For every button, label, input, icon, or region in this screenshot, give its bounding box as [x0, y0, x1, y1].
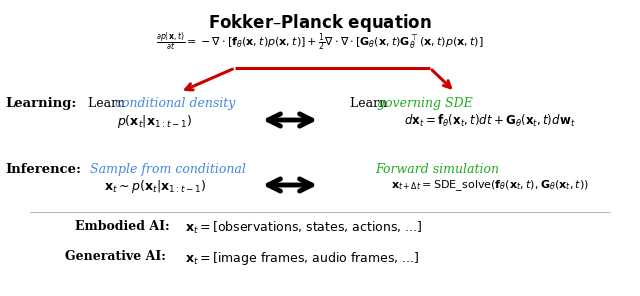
Text: $\frac{\partial p(\mathbf{x},t)}{\partial t}= -\nabla \cdot [\mathbf{f}_\theta(\: $\frac{\partial p(\mathbf{x},t)}{\partia… — [156, 30, 484, 53]
Text: Learn: Learn — [88, 97, 129, 110]
Text: $p(\mathbf{x}_t|\mathbf{x}_{1:t-1})$: $p(\mathbf{x}_t|\mathbf{x}_{1:t-1})$ — [118, 113, 193, 130]
Text: Embodied AI:: Embodied AI: — [75, 220, 170, 233]
Text: $\mathbf{x}_t = [\text{observations, states, actions, ...}]$: $\mathbf{x}_t = [\text{observations, sta… — [185, 220, 422, 236]
Text: $\mathbf{x}_t = [\text{image frames, audio frames, ...}]$: $\mathbf{x}_t = [\text{image frames, aud… — [185, 250, 419, 267]
Text: Forward simulation: Forward simulation — [375, 163, 499, 176]
Text: Learning:: Learning: — [5, 97, 76, 110]
Text: $\bf{Fokker}$–$\bf{Planck\ equation}$: $\bf{Fokker}$–$\bf{Planck\ equation}$ — [208, 12, 432, 34]
Text: $\mathbf{x}_{t+\Delta t} = \mathrm{SDE\_solve}(\mathbf{f}_\theta(\mathbf{x}_t,t): $\mathbf{x}_{t+\Delta t} = \mathrm{SDE\_… — [391, 178, 589, 193]
Text: $d\mathbf{x}_t = \mathbf{f}_\theta(\mathbf{x}_t,t)dt + \mathbf{G}_\theta(\mathbf: $d\mathbf{x}_t = \mathbf{f}_\theta(\math… — [404, 113, 576, 129]
Text: Learn: Learn — [350, 97, 391, 110]
Text: Generative AI:: Generative AI: — [65, 250, 166, 263]
Text: $\mathbf{x}_t \sim p(\mathbf{x}_t|\mathbf{x}_{1:t-1})$: $\mathbf{x}_t \sim p(\mathbf{x}_t|\mathb… — [104, 178, 206, 195]
Text: Sample from conditional: Sample from conditional — [90, 163, 246, 176]
Text: Inference:: Inference: — [5, 163, 81, 176]
Text: governing SDE: governing SDE — [377, 97, 473, 110]
Text: conditional density: conditional density — [115, 97, 236, 110]
